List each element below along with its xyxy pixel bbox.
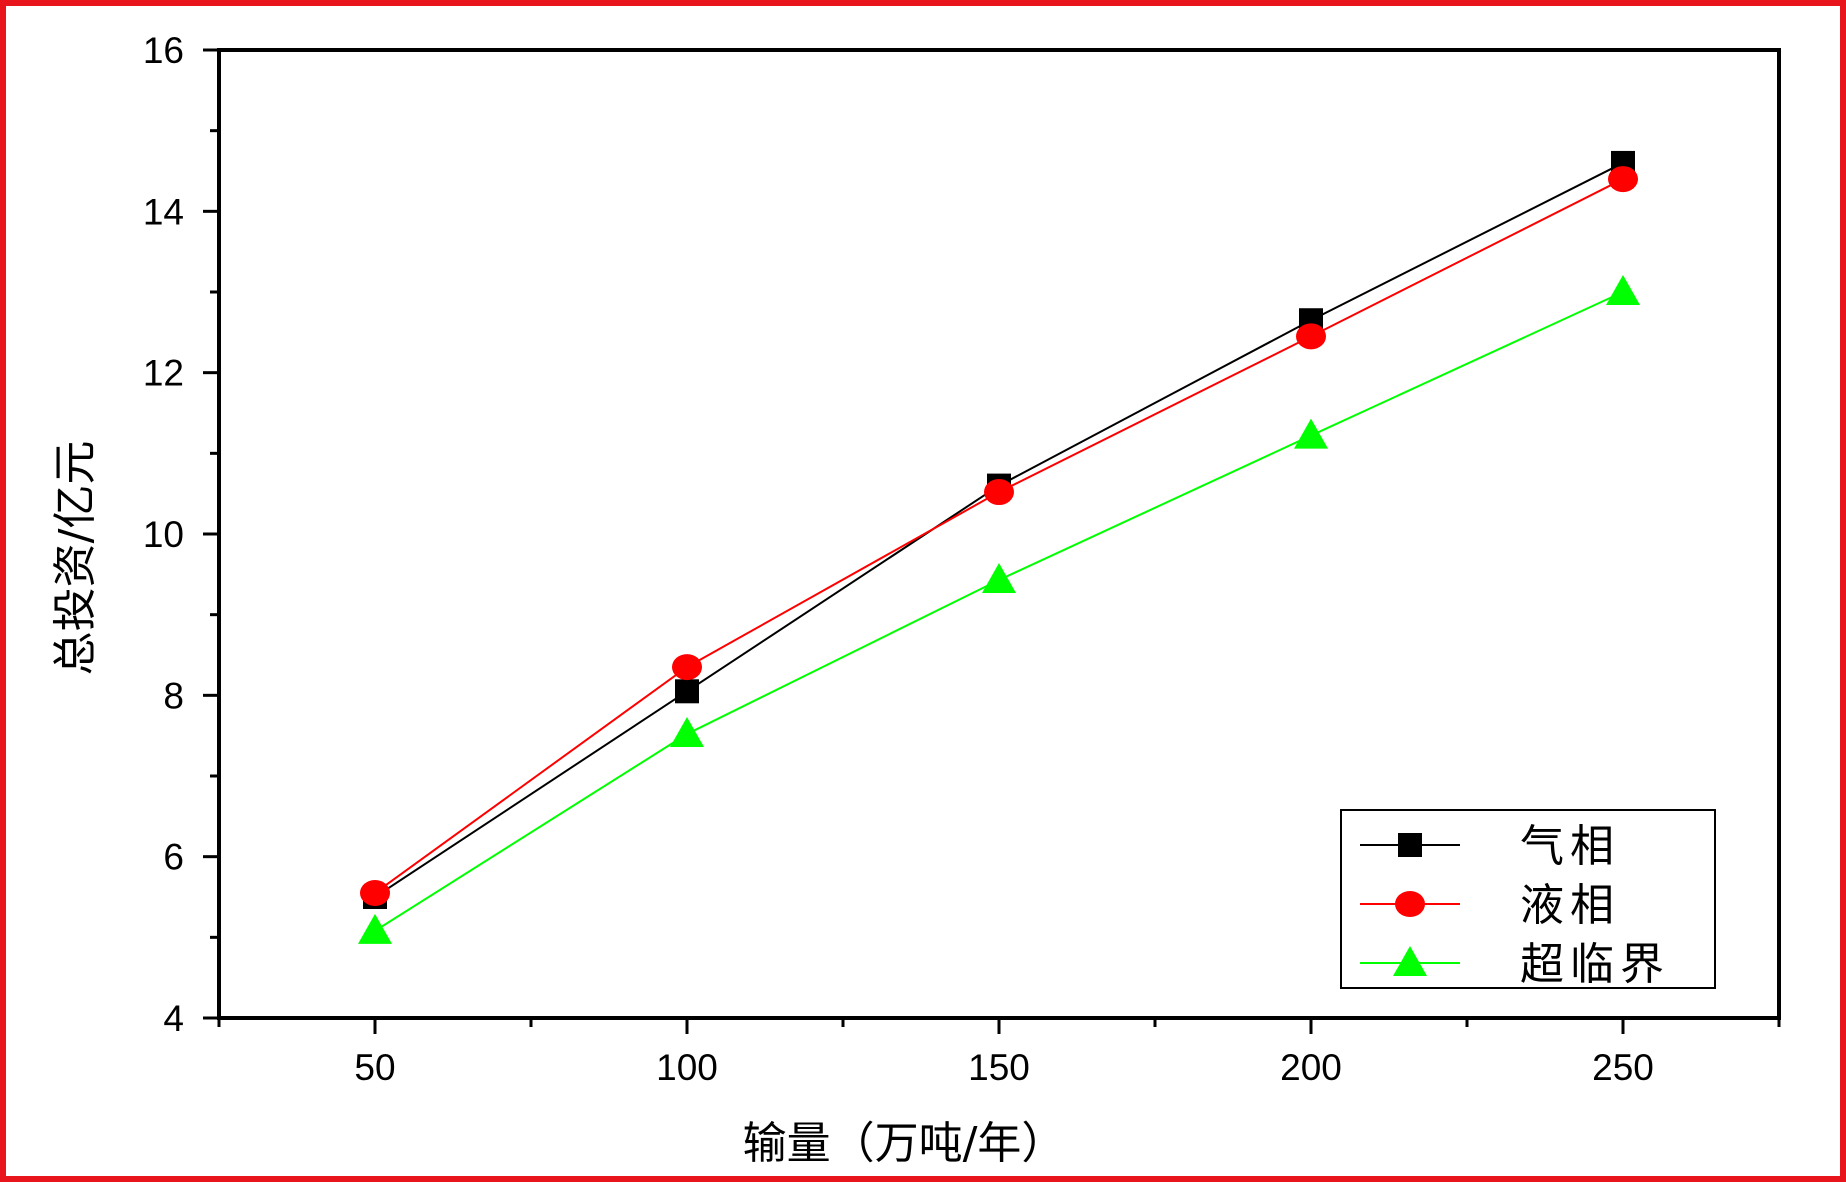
series-2 [358,275,1640,944]
legend-label: 液相 [1520,880,1620,931]
data-point [1294,418,1328,449]
legend-marker [1393,946,1427,976]
legend-marker [1398,833,1422,857]
data-point [360,879,390,906]
data-point [672,654,702,681]
data-point [982,562,1016,593]
legend-label: 超临界 [1520,939,1670,990]
series-layer [358,150,1640,944]
data-point [358,913,392,944]
y-tick-label: 16 [143,30,184,71]
x-tick-label: 50 [354,1047,395,1088]
data-point [1606,275,1640,305]
legend-item: 超临界 [1360,939,1670,990]
x-axis-title: 输量（万吨/年） [743,1118,1066,1169]
x-tick-label: 100 [656,1047,718,1088]
y-tick-label: 10 [143,514,184,555]
legend-item: 气相 [1360,821,1620,872]
data-point [670,717,704,748]
data-point [1608,166,1638,193]
x-tick-label: 200 [1280,1047,1342,1088]
y-tick-label: 8 [163,675,184,716]
legend-item: 液相 [1360,880,1620,931]
x-tick-label: 250 [1592,1047,1654,1088]
y-tick-label: 4 [163,998,184,1039]
y-axis-title: 总投资/亿元 [50,441,101,676]
data-point [675,679,699,704]
data-point [1296,323,1326,350]
y-tick-label: 14 [143,191,184,232]
data-point [984,479,1014,506]
legend-label: 气相 [1520,821,1620,872]
series-1 [360,166,1638,906]
series-line [374,178,1624,894]
y-tick-label: 6 [163,837,184,878]
y-tick-label: 12 [143,353,184,394]
x-tick-label: 150 [968,1047,1030,1088]
axis-ticks: 50 100 150 200 250 4 6 8 10 12 14 16 [143,30,1781,1088]
legend-marker [1395,891,1425,917]
series-0 [363,150,1635,909]
